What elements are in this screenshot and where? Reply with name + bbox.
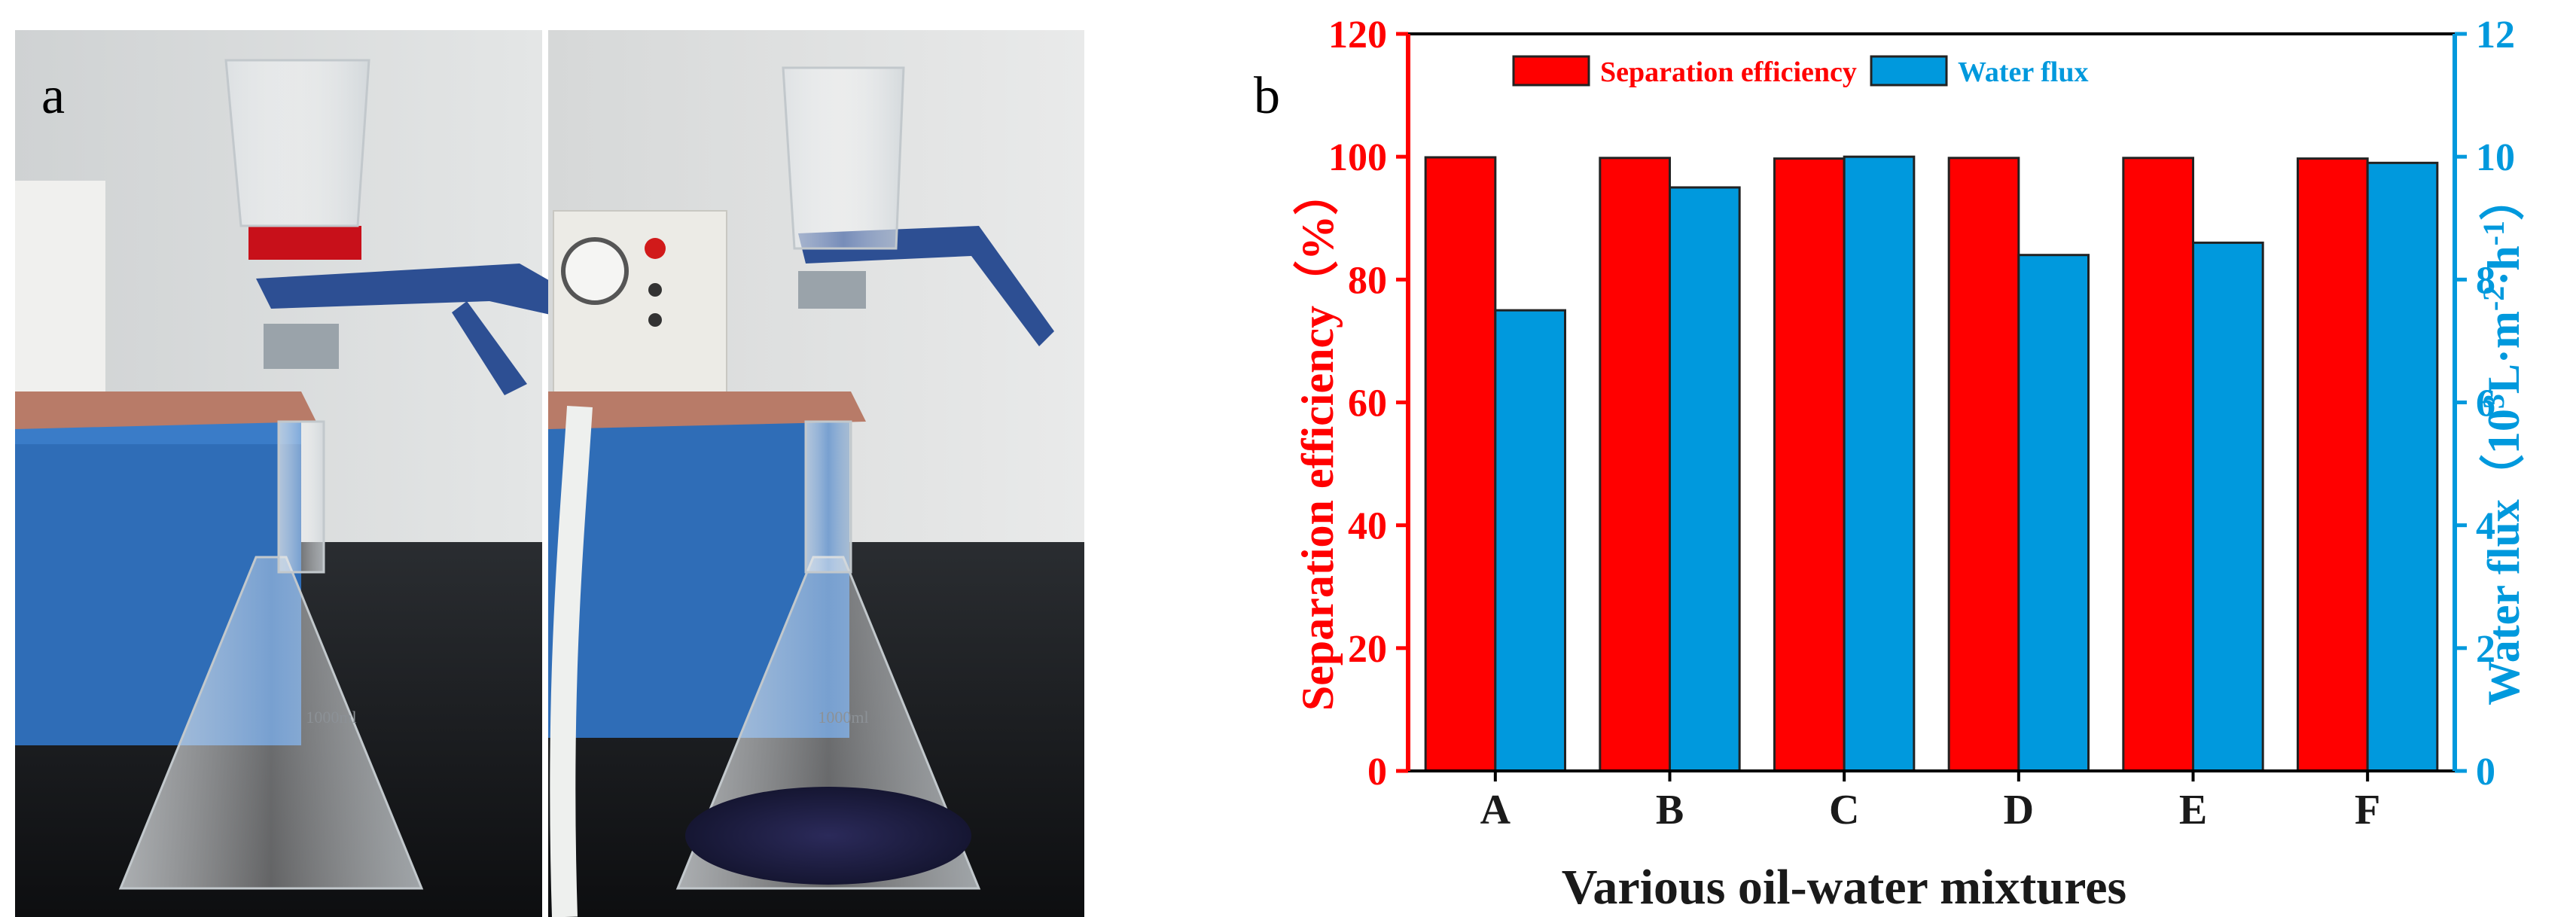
y-tick-label-left: 120 — [1328, 14, 1387, 56]
x-tick-label: F — [2355, 787, 2380, 833]
bar-separation-efficiency-A — [1424, 156, 1497, 772]
y-tick-label-left: 80 — [1348, 259, 1387, 302]
x-tick-label: D — [2004, 787, 2034, 833]
panel-label-a: a — [41, 67, 65, 125]
bar-water-flux-E — [2192, 241, 2264, 772]
y-tick-label-right: 8 — [2476, 259, 2495, 302]
y-tick-label-left: 0 — [1367, 751, 1387, 794]
bar-separation-efficiency-F — [2297, 157, 2369, 772]
y-tick-label-right: 10 — [2476, 136, 2515, 179]
x-axis-label: Various oil-water mixtures — [1562, 860, 2126, 915]
bar-separation-efficiency-D — [1947, 157, 2020, 772]
legend-label-separation-efficiency: Separation efficiency — [1600, 56, 1857, 88]
flask-marking-left: 1000ml — [306, 708, 356, 727]
y-tick-label-left: 20 — [1348, 628, 1387, 671]
x-tick-label: A — [1480, 787, 1511, 833]
bar-water-flux-F — [2366, 161, 2439, 772]
y-tick-label-right: 4 — [2476, 505, 2495, 548]
photo-left: 1000ml — [15, 30, 572, 917]
bar-separation-efficiency-C — [1773, 157, 1846, 772]
y-tick-label-right: 0 — [2476, 751, 2495, 794]
chart: b A B C D E F 0 20 40 60 80 100 120 0 2 4 6 8 10 12 Separat… — [1254, 14, 2529, 915]
bar-water-flux-D — [2017, 254, 2090, 772]
bar-water-flux-B — [1669, 186, 1741, 772]
filtration-photo: 1000ml 1000ml a — [15, 30, 1084, 917]
y-tick-label-left: 40 — [1348, 505, 1387, 548]
x-tick-label: B — [1656, 787, 1684, 833]
bar-water-flux-A — [1494, 309, 1566, 772]
y-axis-label-left: Separation efficiency（%） — [1292, 170, 1343, 711]
legend-label-water-flux: Water flux — [1958, 56, 2088, 88]
bar-water-flux-C — [1843, 155, 1916, 772]
y-tick-label-left: 100 — [1328, 136, 1387, 179]
flask-marking-right: 1000ml — [818, 708, 868, 727]
photo-right: 1000ml — [548, 30, 1084, 917]
legend-swatch-separation-efficiency — [1512, 55, 1590, 87]
x-tick-label: C — [1829, 787, 1859, 833]
panel-label-b: b — [1254, 67, 1280, 125]
legend: Separation efficiency Water flux — [1512, 55, 2088, 88]
y-tick-label-left: 60 — [1348, 382, 1387, 425]
plot-area: A B C D E F 0 20 40 60 80 100 120 0 2 4 6 8 10 12 — [1328, 14, 2515, 833]
y-tick-label-right: 2 — [2476, 628, 2495, 671]
legend-swatch-water-flux — [1870, 55, 1948, 87]
y-tick-label-right: 12 — [2476, 14, 2515, 56]
bar-separation-efficiency-E — [2122, 157, 2195, 772]
x-tick-label: E — [2179, 787, 2207, 833]
y-tick-label-right: 6 — [2476, 382, 2495, 425]
y-axis-label-right: Water flux（103L·m-2·h-1） — [2477, 175, 2529, 705]
bar-separation-efficiency-B — [1599, 157, 1671, 772]
